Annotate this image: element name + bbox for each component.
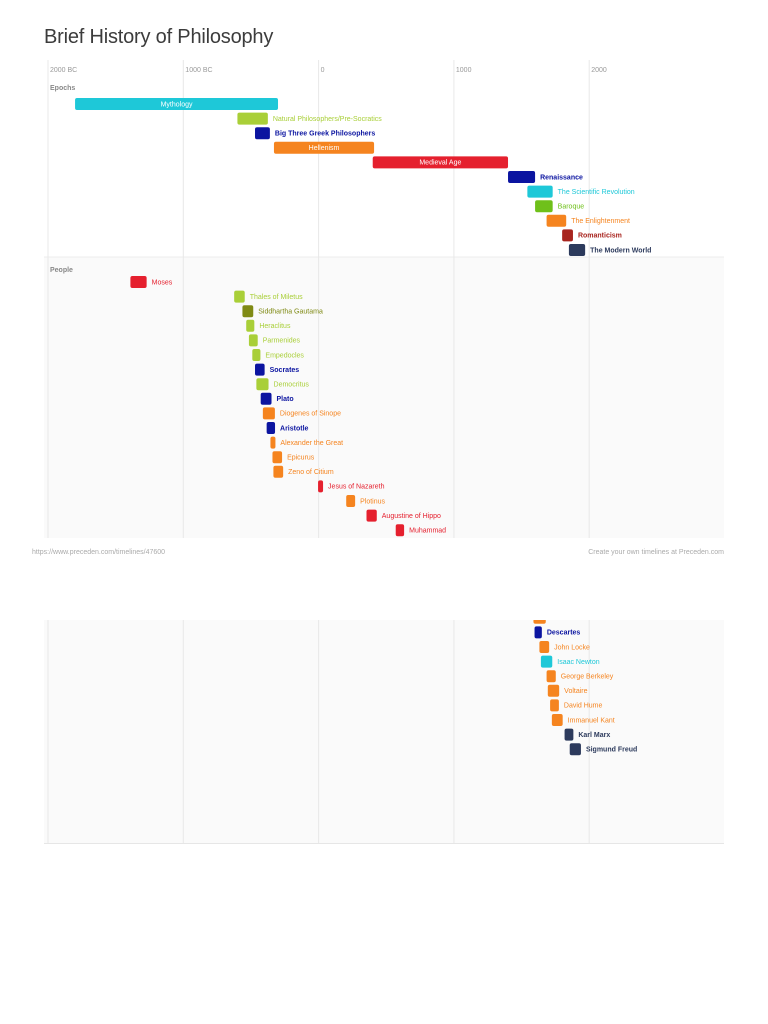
people-section-bg: [44, 257, 724, 538]
bar-label-mythology: Mythology: [161, 101, 193, 108]
bar-label-empedocles: Empedocles: [265, 352, 304, 359]
bar-label-aristotle: Aristotle: [280, 425, 309, 432]
axis-tick-label: 0: [321, 67, 325, 74]
people-section-bg: [44, 620, 724, 843]
bar-plato[interactable]: [260, 392, 272, 405]
bar-socrates[interactable]: [255, 363, 265, 376]
bar-label-isaac-newton: Isaac Newton: [557, 659, 600, 666]
page-title: Brief History of Philosophy: [44, 26, 274, 48]
bar-epicurus[interactable]: [272, 451, 283, 464]
footer-url[interactable]: https://www.preceden.com/timelines/47600: [32, 549, 166, 556]
bar-label-natural-philosophers-pre-socratics: Natural Philosophers/Pre-Socratics: [273, 116, 382, 123]
axis-tick-label: 2000 BC: [50, 67, 77, 74]
axis-tick-label: 2000: [591, 67, 607, 74]
bar-label-the-modern-world: The Modern World: [590, 247, 651, 254]
bar-label-parmenides: Parmenides: [263, 338, 301, 345]
bar-label-epicurus: Epicurus: [287, 455, 315, 462]
bar-the-enlightenment[interactable]: [546, 214, 567, 227]
bar-the-scientific-revolution[interactable]: [527, 185, 553, 198]
group-heading-people: People: [50, 267, 73, 274]
footer-promo[interactable]: Create your own timelines at Preceden.co…: [588, 549, 724, 556]
bar-label-plato: Plato: [277, 396, 294, 403]
bar-mythology[interactable]: [75, 98, 279, 110]
bar-label-renaissance: Renaissance: [540, 174, 583, 181]
timeline-panel-2: AverroesThomas AquinasNicolaus Copernicu…: [44, 620, 724, 844]
bar-label-jesus-of-nazareth: Jesus of Nazareth: [328, 484, 385, 491]
timeline-chart-2: AverroesThomas AquinasNicolaus Copernicu…: [44, 620, 724, 843]
bar-label-big-three-greek-philosophers: Big Three Greek Philosophers: [275, 131, 375, 138]
bar-karl-marx[interactable]: [564, 728, 574, 741]
bar-label-baroque: Baroque: [558, 204, 585, 211]
bar-label-zeno-of-citium: Zeno of Citium: [288, 469, 334, 476]
bar-label-thomas-hobbes: Thomas Hobbes: [551, 620, 603, 622]
bar-label-diogenes-of-sinope: Diogenes of Sinope: [280, 411, 341, 418]
bar-diogenes-of-sinope[interactable]: [262, 407, 275, 420]
bar-label-immanuel-kant: Immanuel Kant: [568, 717, 615, 724]
bar-label-siddhartha-gautama: Siddhartha Gautama: [258, 309, 323, 316]
bar-aristotle[interactable]: [266, 422, 276, 434]
bar-natural-philosophers-pre-socratics[interactable]: [237, 112, 268, 125]
bar-david-hume[interactable]: [550, 699, 559, 712]
bar-voltaire[interactable]: [547, 684, 560, 697]
bar-empedocles[interactable]: [252, 349, 261, 361]
bar-label-hellenism: Hellenism: [309, 145, 340, 152]
axis-tick-label: 1000: [456, 67, 472, 74]
bar-alexander-the-great[interactable]: [270, 436, 276, 449]
bar-heraclitus[interactable]: [246, 319, 255, 332]
bar-label-sigmund-freud: Sigmund Freud: [586, 747, 637, 754]
timeline-chart-1: 2000 BC 1000 BC 0 1000 2000 Epochs People Mytho…: [44, 60, 724, 538]
bar-parmenides[interactable]: [248, 334, 258, 347]
bar-label-alexander-the-great: Alexander the Great: [280, 440, 343, 447]
bar-jesus-of-nazareth[interactable]: [318, 480, 324, 493]
bar-label-heraclitus: Heraclitus: [259, 323, 291, 330]
bar-label-george-berkeley: George Berkeley: [561, 674, 614, 681]
bar-plotinus[interactable]: [346, 495, 356, 507]
bar-label-the-scientific-revolution: The Scientific Revolution: [558, 189, 635, 196]
bar-hellenism[interactable]: [273, 141, 375, 154]
bar-label-karl-marx: Karl Marx: [578, 732, 610, 739]
bar-label-john-locke: John Locke: [554, 644, 590, 651]
bar-zeno-of-citium[interactable]: [273, 465, 284, 478]
bar-label-thales-of-miletus: Thales of Miletus: [250, 294, 303, 301]
group-heading-epochs: Epochs: [50, 85, 75, 92]
bar-label-plotinus: Plotinus: [360, 498, 385, 505]
axis-tick-label: 1000 BC: [185, 67, 212, 74]
bar-romanticism[interactable]: [562, 229, 573, 242]
bar-label-david-hume: David Hume: [564, 703, 603, 710]
bar-label-moses: Moses: [152, 279, 173, 286]
bar-renaissance[interactable]: [508, 171, 536, 183]
bar-label-voltaire: Voltaire: [564, 688, 587, 695]
bar-label-descartes: Descartes: [547, 630, 581, 637]
bar-big-three-greek-philosophers[interactable]: [255, 127, 270, 140]
bar-label-socrates: Socrates: [270, 367, 300, 374]
bar-sigmund-freud[interactable]: [569, 743, 581, 756]
bar-siddhartha-gautama[interactable]: [242, 305, 254, 318]
bar-label-the-enlightenment: The Enlightenment: [571, 218, 630, 225]
bar-label-democritus: Democritus: [274, 382, 310, 389]
bar-democritus[interactable]: [256, 378, 269, 391]
bar-the-modern-world[interactable]: [568, 244, 586, 256]
bar-john-locke[interactable]: [539, 641, 550, 653]
timeline-panel-1: 2000 BC 1000 BC 0 1000 2000 Epochs People Mytho…: [44, 60, 724, 538]
bar-label-medieval-age: Medieval Age: [419, 160, 461, 167]
bar-baroque[interactable]: [535, 200, 553, 213]
bar-thomas-hobbes[interactable]: [533, 620, 546, 624]
bar-thales-of-miletus[interactable]: [234, 290, 245, 303]
bar-medieval-age[interactable]: [372, 156, 509, 169]
bar-augustine-of-hippo[interactable]: [366, 509, 377, 522]
bar-label-muhammad: Muhammad: [409, 528, 446, 535]
bar-isaac-newton[interactable]: [540, 655, 553, 668]
bar-immanuel-kant[interactable]: [551, 714, 563, 726]
bar-george-berkeley[interactable]: [546, 670, 556, 683]
bar-label-romanticism: Romanticism: [578, 233, 622, 240]
bar-muhammad[interactable]: [395, 524, 405, 537]
bar-moses[interactable]: [130, 276, 147, 288]
bar-label-augustine-of-hippo: Augustine of Hippo: [382, 513, 441, 520]
bar-descartes[interactable]: [534, 626, 542, 639]
